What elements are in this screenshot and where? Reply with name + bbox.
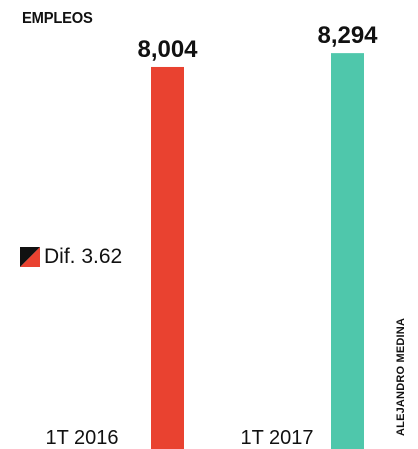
photo-credit: ALEJANDRO MEDINA (395, 317, 407, 436)
bar-1t-2016 (151, 66, 184, 449)
chart-title: EMPLEOS (22, 10, 93, 27)
bar-1t-2017 (331, 53, 364, 449)
difference-annotation: Dif. 3.62 (20, 245, 122, 269)
value-label: 8,294 (317, 22, 378, 49)
value-label: 8,004 (137, 36, 198, 63)
category-label: 1T 2016 (45, 427, 118, 449)
category-label: 1T 2017 (240, 427, 313, 449)
difference-triangle-icon (20, 247, 40, 267)
difference-label: Dif. 3.62 (44, 245, 123, 268)
